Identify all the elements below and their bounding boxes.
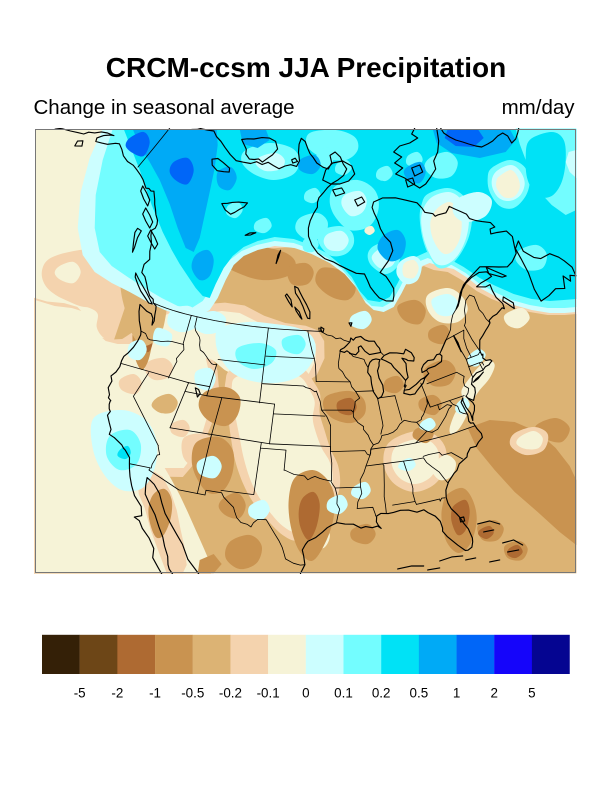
svg-text:0.5: 0.5 <box>410 686 429 701</box>
svg-text:1: 1 <box>453 686 460 701</box>
svg-text:2: 2 <box>491 686 498 701</box>
svg-text:-5: -5 <box>74 686 86 701</box>
svg-text:-0.2: -0.2 <box>219 686 242 701</box>
svg-text:-2: -2 <box>111 686 123 701</box>
svg-text:0: 0 <box>302 686 309 701</box>
svg-text:-1: -1 <box>149 686 161 701</box>
svg-text:0.1: 0.1 <box>334 686 353 701</box>
svg-text:5: 5 <box>528 686 535 701</box>
svg-text:-0.1: -0.1 <box>257 686 280 701</box>
svg-text:0.2: 0.2 <box>372 686 391 701</box>
svg-text:-0.5: -0.5 <box>181 686 204 701</box>
